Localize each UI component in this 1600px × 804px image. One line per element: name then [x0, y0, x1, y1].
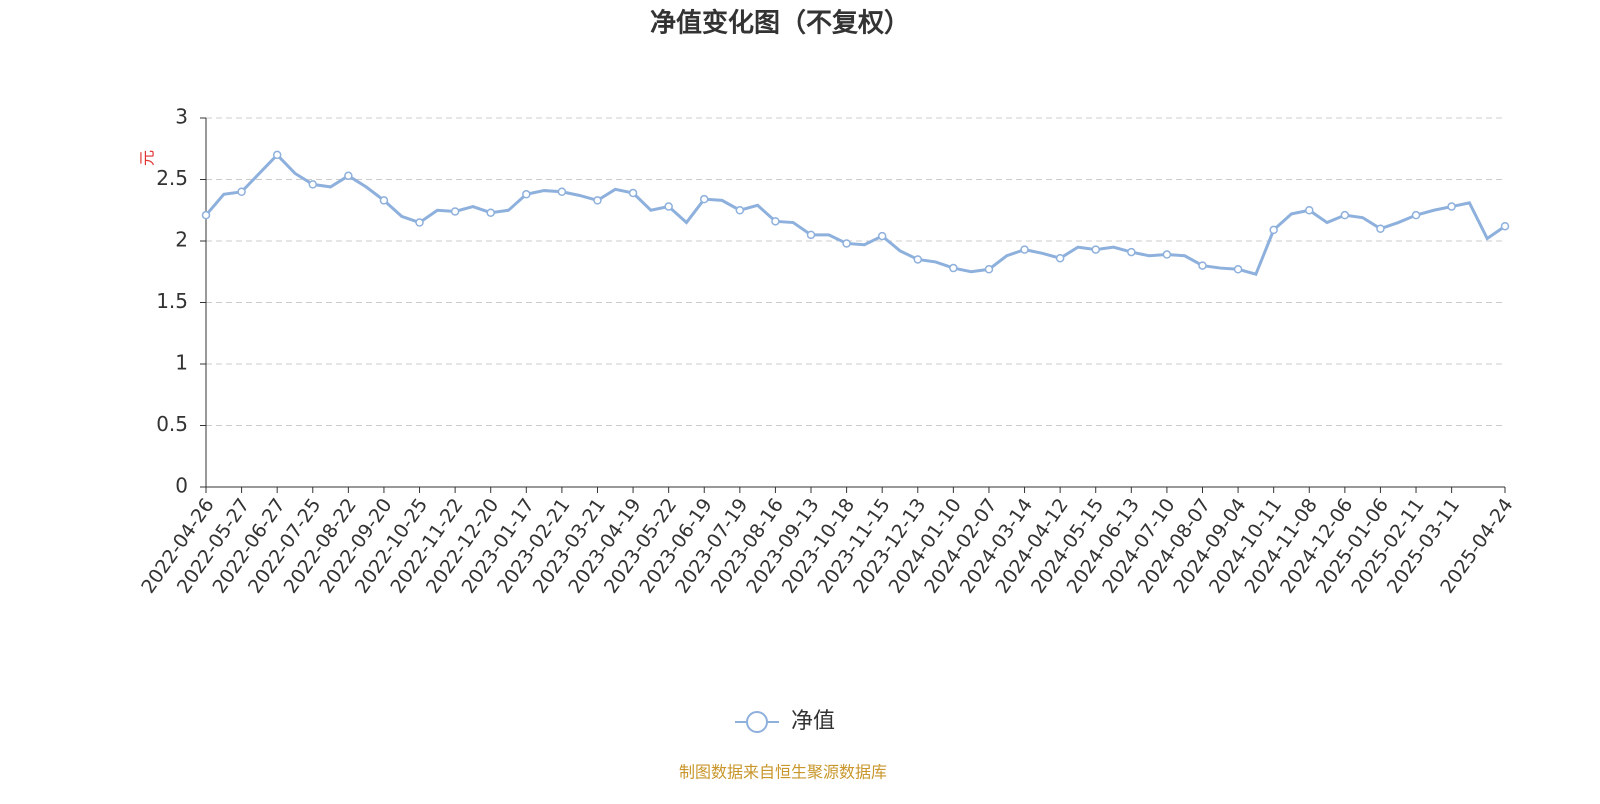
point	[450, 207, 460, 216]
point	[1411, 210, 1421, 220]
point	[379, 196, 389, 205]
point	[735, 206, 745, 215]
point	[201, 210, 211, 220]
point	[237, 187, 246, 197]
point	[1091, 245, 1100, 254]
point	[664, 202, 673, 211]
point	[771, 217, 780, 226]
point	[308, 180, 318, 189]
point	[522, 190, 531, 199]
point	[344, 171, 353, 181]
point	[1500, 221, 1510, 231]
point	[628, 188, 638, 198]
point	[593, 196, 602, 205]
y-tick-label: 2.5	[156, 166, 188, 190]
point	[842, 239, 851, 248]
point	[272, 150, 282, 160]
point	[1162, 250, 1172, 259]
point	[1447, 202, 1456, 211]
point	[486, 208, 495, 217]
point	[1340, 210, 1350, 220]
line-series	[204, 152, 1506, 277]
chart-title: 净值变化图（不复权）	[650, 8, 910, 39]
y-tick-label: 0.5	[156, 412, 188, 436]
source-note: 制图数据来自恒生聚源数据库	[679, 763, 887, 782]
point	[913, 255, 923, 264]
point	[877, 231, 887, 241]
point	[806, 230, 816, 240]
point	[1233, 265, 1243, 274]
point	[984, 265, 994, 274]
point	[1127, 247, 1136, 257]
point	[1376, 224, 1385, 233]
point	[1305, 206, 1314, 215]
point	[557, 187, 567, 197]
point	[1055, 253, 1065, 263]
point	[949, 263, 958, 273]
point	[1269, 225, 1278, 235]
point	[699, 194, 709, 204]
point	[1020, 245, 1029, 254]
y-tick-label: 3	[175, 105, 188, 129]
y-axis-label: 元	[138, 150, 157, 166]
y-tick-label: 0	[175, 474, 188, 498]
point	[1198, 261, 1207, 270]
point	[415, 218, 424, 227]
legend-symbol	[746, 711, 768, 733]
y-tick-label: 1.5	[156, 289, 188, 313]
y-tick-label: 2	[175, 228, 188, 252]
y-tick-label: 1	[175, 351, 188, 375]
legend-label: 净值	[791, 709, 835, 734]
